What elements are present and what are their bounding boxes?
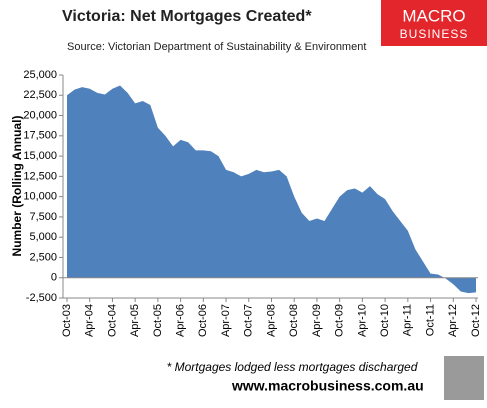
chart-title: Victoria: Net Mortgages Created*	[62, 8, 312, 25]
y-tick-label: 20,000	[23, 109, 57, 121]
note: * Mortgages lodged less mortgages discha…	[167, 360, 418, 374]
y-tick-label: 17,500	[23, 130, 57, 142]
logo-box	[381, 0, 487, 46]
logo-text: MACRO	[402, 6, 465, 25]
x-tick-label: Apr-08	[265, 304, 277, 337]
website: www.macrobusiness.com.au	[231, 378, 424, 394]
y-tick-label: 2,500	[29, 251, 57, 263]
y-tick-label: 12,500	[23, 170, 57, 182]
x-tick-label: Apr-06	[175, 304, 187, 337]
x-tick-label: Oct-08	[288, 304, 300, 337]
y-tick-label: 10,000	[23, 191, 57, 203]
y-tick-label: 0	[51, 272, 57, 284]
x-tick-label: Apr-12	[447, 304, 459, 337]
x-tick-label: Apr-09	[311, 304, 323, 337]
chart-subtitle: Source: Victorian Department of Sustaina…	[67, 41, 366, 53]
x-tick-label: Oct-04	[106, 304, 118, 337]
logo-text: BUSINESS	[400, 27, 469, 41]
y-tick-label: 15,000	[23, 150, 57, 162]
x-tick-label: Oct-03	[61, 304, 73, 337]
x-tick-label: Oct-05	[152, 304, 164, 337]
x-tick-label: Apr-11	[402, 304, 414, 336]
y-tick-label: 5,000	[29, 231, 57, 243]
x-tick-label: Oct-12	[470, 304, 482, 337]
x-tick-label: Oct-11	[424, 304, 436, 336]
y-axis-label: Number (Rolling Annual)	[10, 116, 24, 257]
x-tick-label: Apr-04	[84, 304, 96, 337]
x-tick-label: Apr-10	[356, 304, 368, 337]
logo-image	[444, 356, 484, 400]
y-tick-label: 22,500	[23, 89, 57, 101]
x-tick-label: Apr-05	[129, 304, 141, 337]
x-tick-label: Apr-07	[220, 304, 232, 337]
x-tick-label: Oct-09	[334, 304, 346, 337]
x-tick-label: Oct-07	[243, 304, 255, 337]
area	[67, 85, 476, 294]
y-tick-label: 25,000	[23, 69, 57, 81]
y-tick-label: -2,500	[26, 292, 57, 304]
y-tick-label: 7,500	[29, 211, 57, 223]
x-tick-label: Oct-10	[379, 304, 391, 337]
x-tick-label: Oct-06	[197, 304, 209, 337]
